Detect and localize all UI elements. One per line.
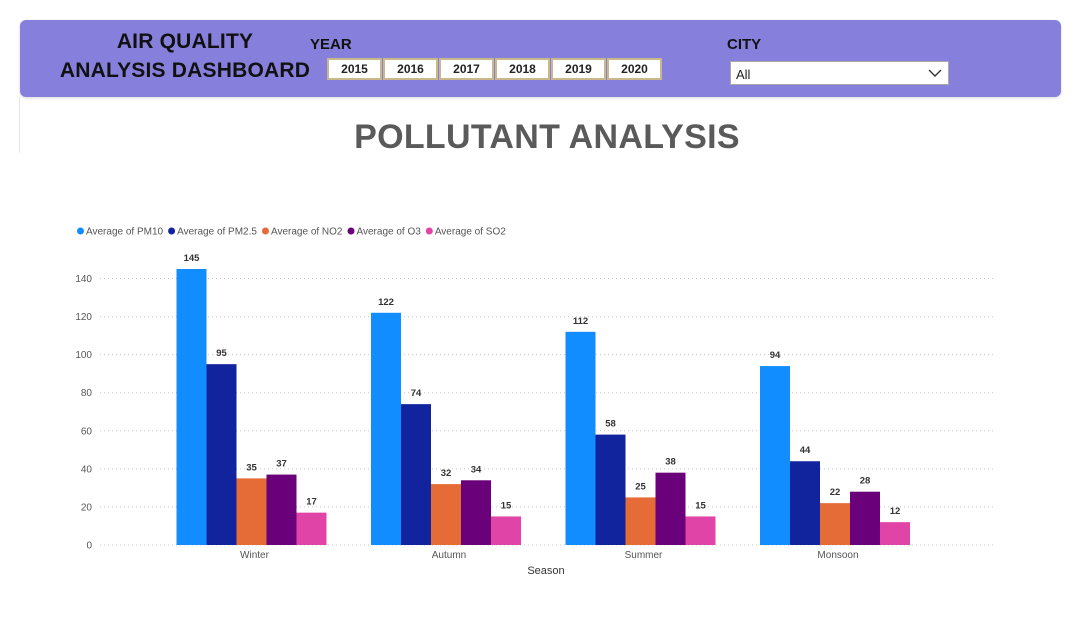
year-button-2019[interactable]: 2019 xyxy=(551,58,606,80)
year-button-2017[interactable]: 2017 xyxy=(439,58,494,80)
data-label: 15 xyxy=(695,500,706,511)
data-label: 15 xyxy=(501,500,512,511)
divider xyxy=(19,97,20,153)
bar xyxy=(655,472,686,545)
year-button-2015[interactable]: 2015 xyxy=(327,58,382,80)
year-label: YEAR xyxy=(310,36,352,53)
bar xyxy=(491,516,521,545)
x-tick-label: Autumn xyxy=(432,550,466,561)
bar xyxy=(236,478,267,545)
chevron-down-icon xyxy=(928,69,942,77)
bar xyxy=(431,484,461,545)
y-tick-label: 60 xyxy=(81,426,93,437)
bar xyxy=(790,461,820,545)
y-tick-label: 120 xyxy=(75,312,92,323)
data-label: 32 xyxy=(441,468,452,479)
page-title: POLLUTANT ANALYSIS xyxy=(354,118,740,156)
data-label: 22 xyxy=(830,487,841,498)
y-tick-label: 100 xyxy=(75,350,92,361)
legend-marker xyxy=(77,227,84,235)
data-label: 35 xyxy=(246,462,257,473)
data-label: 94 xyxy=(770,350,781,361)
year-button-2016[interactable]: 2016 xyxy=(383,58,438,80)
x-tick-label: Summer xyxy=(625,550,663,561)
bar xyxy=(565,331,596,545)
bar xyxy=(850,491,880,545)
city-dropdown-value: All xyxy=(736,67,751,82)
bar xyxy=(206,364,237,545)
header-bar: AIR QUALITY ANALYSIS DASHBOARD YEAR 2015… xyxy=(20,20,1061,97)
city-dropdown[interactable]: All xyxy=(730,61,949,85)
data-label: 74 xyxy=(411,388,422,399)
legend-label: Average of O3 xyxy=(357,227,422,238)
dashboard-title-line1: AIR QUALITY xyxy=(116,30,254,53)
year-button-2018[interactable]: 2018 xyxy=(495,58,550,80)
data-label: 44 xyxy=(800,445,811,456)
data-label: 38 xyxy=(665,457,676,468)
legend-label: Average of PM10 xyxy=(86,227,164,238)
year-slicer: 2015 2016 2017 2018 2019 2020 xyxy=(327,58,662,80)
data-label: 58 xyxy=(605,419,616,430)
bar xyxy=(371,312,401,545)
x-axis-title: Season xyxy=(527,565,564,577)
dashboard-title: AIR QUALITY ANALYSIS DASHBOARD xyxy=(42,27,328,85)
y-tick-label: 40 xyxy=(81,464,93,475)
y-tick-label: 140 xyxy=(75,274,92,285)
data-label: 145 xyxy=(184,253,201,264)
data-label: 37 xyxy=(276,459,287,470)
y-tick-label: 20 xyxy=(81,502,93,513)
bar xyxy=(176,269,207,545)
legend-marker xyxy=(425,227,433,235)
bar xyxy=(461,480,491,545)
legend-label: Average of SO2 xyxy=(435,227,506,238)
x-tick-label: Monsoon xyxy=(817,550,858,561)
legend-marker xyxy=(347,227,355,235)
data-label: 112 xyxy=(573,316,588,327)
y-tick-label: 0 xyxy=(86,541,92,552)
bar xyxy=(880,522,910,545)
data-label: 122 xyxy=(378,297,394,308)
data-label: 95 xyxy=(216,348,227,359)
data-label: 12 xyxy=(890,506,901,517)
bar xyxy=(266,474,297,545)
bar xyxy=(595,434,626,545)
y-tick-label: 80 xyxy=(81,388,93,399)
data-label: 28 xyxy=(860,476,871,487)
legend-label: Average of NO2 xyxy=(271,227,343,238)
data-label: 25 xyxy=(635,481,646,492)
dashboard-title-line2: ANALYSIS DASHBOARD xyxy=(59,59,311,82)
x-tick-label: Winter xyxy=(240,550,270,561)
data-label: 34 xyxy=(471,464,482,475)
legend-marker xyxy=(168,227,176,235)
legend-marker xyxy=(261,227,269,235)
year-button-2020[interactable]: 2020 xyxy=(607,58,662,80)
bar xyxy=(685,516,716,545)
bar xyxy=(820,503,850,545)
bar xyxy=(401,404,431,545)
legend-label: Average of PM2.5 xyxy=(177,227,257,238)
bar xyxy=(760,366,790,545)
bar xyxy=(625,497,656,545)
bar xyxy=(296,512,327,545)
data-label: 17 xyxy=(306,497,317,508)
city-label: CITY xyxy=(727,36,762,53)
